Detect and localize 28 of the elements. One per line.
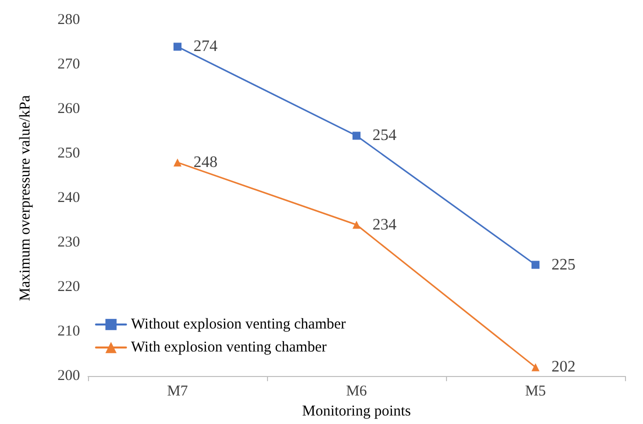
point: [174, 158, 182, 166]
data-label: 248: [194, 154, 218, 171]
legend-label: Without explosion venting chamber: [131, 316, 346, 332]
data-label: 225: [552, 256, 576, 274]
point: [352, 220, 360, 229]
y-tick-label: 260: [58, 101, 80, 118]
data-label: 234: [372, 216, 396, 234]
y-tick-label: 280: [58, 12, 80, 28]
x-axis-title: Monitoring points: [302, 404, 412, 420]
y-tick-label: 220: [58, 279, 80, 296]
y-tick-label: 210: [58, 324, 80, 340]
point: [532, 363, 540, 372]
data-label: 274: [194, 38, 218, 56]
y-tick-label: 240: [58, 190, 80, 206]
data-label: 254: [372, 127, 396, 144]
point: [532, 260, 540, 269]
y-axis-title: Maximum overpressure value/kPa: [18, 94, 34, 301]
point: [352, 132, 360, 140]
y-tick-label: 270: [58, 56, 80, 73]
y-tick-label: 250: [58, 146, 80, 162]
data-label: 202: [552, 358, 576, 376]
x-tick-label: M7: [167, 384, 188, 400]
point: [174, 42, 182, 51]
y-tick-label: 200: [58, 368, 80, 384]
y-tick-label: 230: [58, 234, 80, 251]
legend-label: With explosion venting chamber: [131, 340, 327, 356]
x-tick-label: M6: [346, 384, 368, 400]
x-tick-label: M5: [525, 384, 546, 400]
